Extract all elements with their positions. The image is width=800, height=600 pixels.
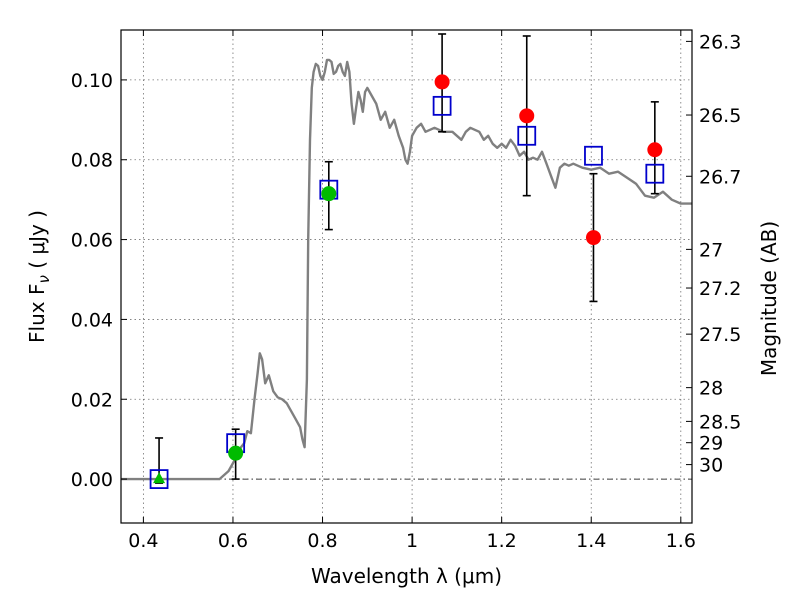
observed-flux-point bbox=[519, 108, 535, 124]
model-photometry-square bbox=[645, 163, 665, 184]
model-photometry-square bbox=[584, 145, 603, 166]
model-photometry-square bbox=[432, 95, 452, 116]
magnitude-tick-label: 28 bbox=[699, 378, 723, 400]
data-points bbox=[149, 74, 665, 489]
model-spectrum-line bbox=[121, 58, 692, 481]
x-tick-label: 1.2 bbox=[487, 530, 517, 552]
plot-frame bbox=[120, 29, 693, 524]
magnitude-tick-label: 27 bbox=[699, 239, 723, 261]
model-photometry-square bbox=[149, 469, 169, 489]
model-spectrum bbox=[121, 58, 692, 481]
magnitude-tick-label: 26.3 bbox=[699, 31, 741, 53]
y-axis-label-unit: ( μJy ) bbox=[25, 210, 49, 275]
y-axis-label: Flux Fν ( μJy ) bbox=[25, 210, 53, 343]
observed-flux-point bbox=[228, 445, 244, 461]
y-tick-label: 0.06 bbox=[71, 230, 113, 252]
observed-flux-point bbox=[585, 230, 601, 246]
y-axis-label-subscript: ν bbox=[35, 275, 53, 283]
magnitude-tick-label: 29 bbox=[699, 433, 723, 455]
y-tick-label: 0.10 bbox=[71, 70, 113, 92]
observed-flux-point bbox=[434, 74, 450, 90]
upper-limit-triangle bbox=[153, 472, 166, 484]
magnitude-axis-label: Magnitude (AB) bbox=[757, 221, 781, 376]
observed-flux-point bbox=[647, 142, 663, 158]
magnitude-tick-label: 28.5 bbox=[699, 411, 741, 433]
axis-ticks: 0.4 0.6 0.8 1 1.2 1.4 1.6 0.00 0.02 0.04 0.06 0.08 0… bbox=[71, 30, 741, 552]
x-tick-label: 0.8 bbox=[307, 530, 337, 552]
x-tick-label: 0.4 bbox=[128, 530, 158, 552]
magnitude-tick-label: 30 bbox=[699, 455, 723, 477]
y-tick-label: 0.02 bbox=[71, 389, 113, 411]
magnitude-tick-label: 27.2 bbox=[699, 278, 741, 300]
magnitude-tick-label: 27.5 bbox=[699, 324, 741, 346]
y-tick-label: 0.08 bbox=[71, 150, 113, 172]
x-tick-label: 1.6 bbox=[666, 530, 696, 552]
y-tick-label: 0.04 bbox=[71, 309, 113, 331]
x-tick-label: 0.6 bbox=[218, 530, 248, 552]
y-tick-label: 0.00 bbox=[71, 469, 113, 491]
observed-flux-point bbox=[321, 186, 337, 202]
model-photometry-square bbox=[517, 125, 537, 146]
grid-lines bbox=[121, 30, 692, 523]
x-tick-label: 1.4 bbox=[576, 530, 606, 552]
magnitude-tick-label: 26.5 bbox=[699, 105, 741, 127]
x-tick-label: 1 bbox=[406, 530, 418, 552]
x-axis-label: Wavelength λ (μm) bbox=[311, 564, 502, 588]
magnitude-tick-label: 26.7 bbox=[699, 166, 741, 188]
y-axis-label-main: Flux F bbox=[25, 284, 49, 343]
